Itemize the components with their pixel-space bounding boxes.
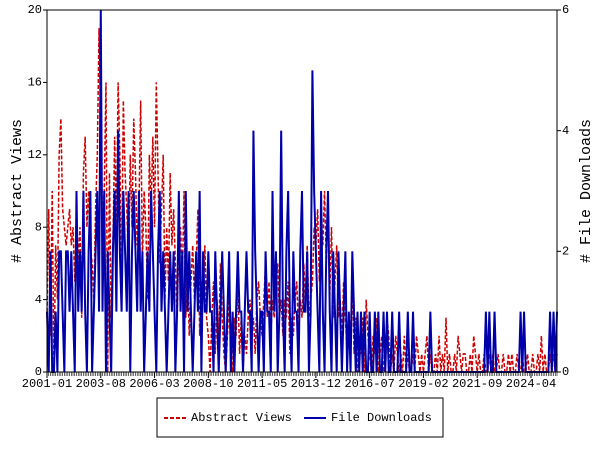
x-tick-label: 2013-12 <box>291 377 341 391</box>
x-tick-label: 2003-08 <box>76 377 126 391</box>
x-tick-label: 2024-04 <box>506 377 556 391</box>
y-tick-label: 4 <box>35 293 42 307</box>
y-tick-label: 16 <box>28 76 42 90</box>
y2-axis-label: # File Downloads <box>578 119 595 263</box>
y2-tick-label: 2 <box>562 245 569 259</box>
x-tick-label: 2006-03 <box>129 377 179 391</box>
x-tick-label: 2019-02 <box>398 377 448 391</box>
y-tick-label: 12 <box>28 148 42 162</box>
x-tick-label: 2016-07 <box>344 377 394 391</box>
x-tick-label: 2011-05 <box>237 377 287 391</box>
legend-label: Abstract Views <box>191 411 292 425</box>
legend-box <box>156 397 444 438</box>
y-tick-label: 0 <box>35 365 42 379</box>
y-tick-label: 20 <box>28 3 42 17</box>
y2-tick-label: 0 <box>562 365 569 379</box>
y-axis-label: # Abstract Views <box>9 119 26 263</box>
y2-tick-label: 6 <box>562 3 569 17</box>
legend-label: File Downloads <box>331 411 432 425</box>
x-tick-label: 2008-10 <box>183 377 233 391</box>
x-tick-label: 2021-09 <box>452 377 502 391</box>
x-tick-label: 2001-01 <box>22 377 72 391</box>
y2-tick-label: 4 <box>562 124 569 138</box>
y-tick-label: 8 <box>35 220 42 234</box>
